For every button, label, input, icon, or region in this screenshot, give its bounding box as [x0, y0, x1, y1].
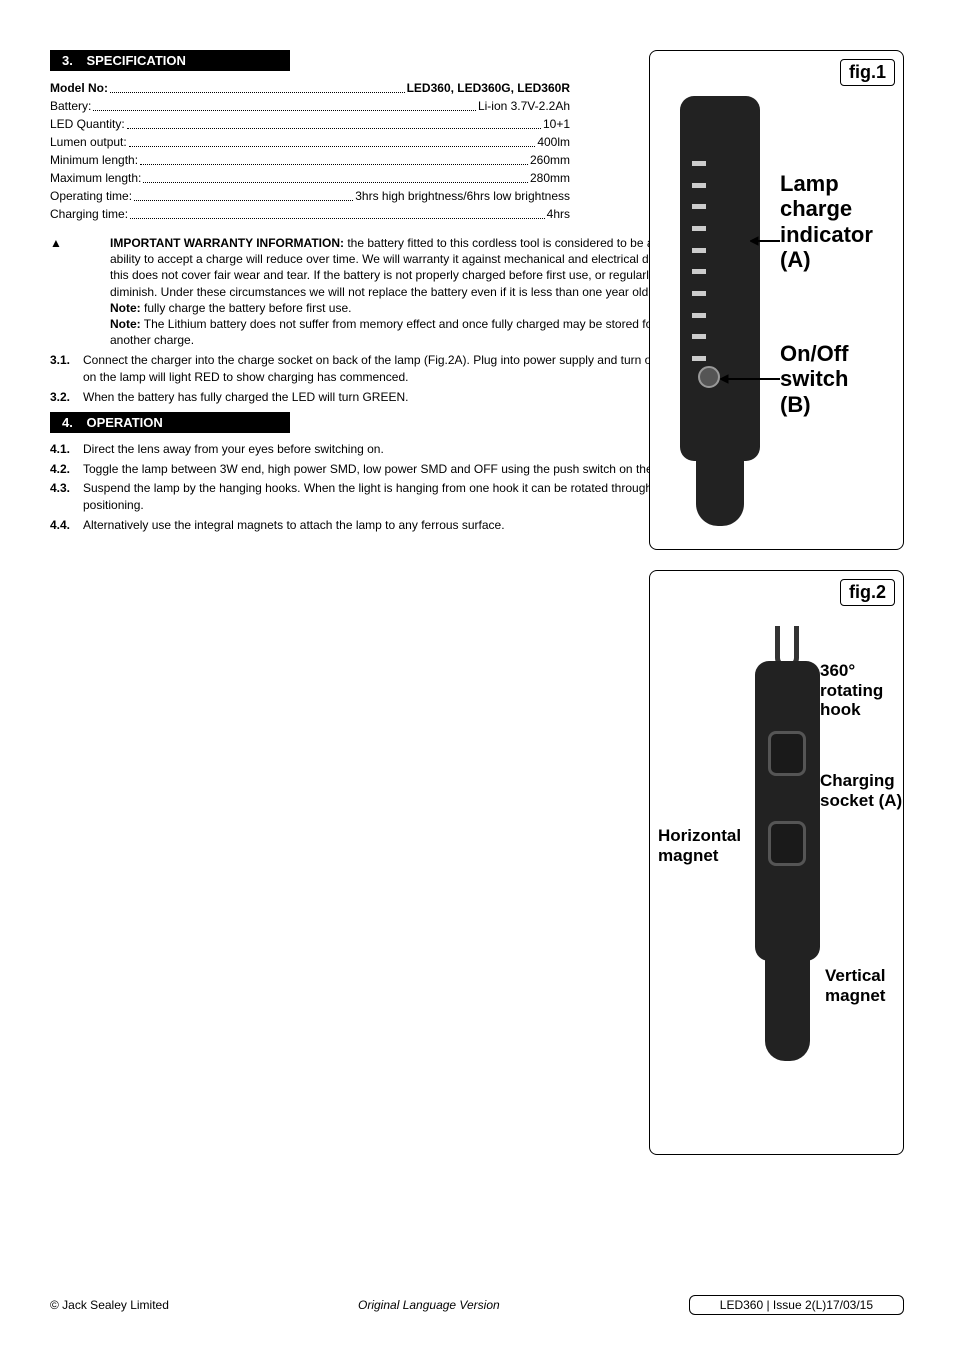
item-num: 4.2.: [50, 461, 83, 478]
spec-value: LED360, LED360G, LED360R: [407, 79, 570, 97]
spec-label: Minimum length:: [50, 151, 138, 169]
footer-version: Original Language Version: [358, 1298, 500, 1312]
fig2-annot-hook: 360°rotatinghook: [820, 661, 883, 720]
page-footer: © Jack Sealey Limited Original Language …: [50, 1295, 904, 1315]
spec-block: Model No:LED360, LED360G, LED360RBattery…: [50, 79, 570, 223]
spec-value: 10+1: [543, 115, 570, 133]
fig2-label: fig.2: [840, 579, 895, 606]
fig1-led-strip: [692, 161, 706, 361]
section-3-header: 3. SPECIFICATION: [50, 50, 290, 71]
section-4-num: 4.: [62, 415, 73, 430]
item-num: 4.3.: [50, 480, 83, 514]
fig2-charging-socket-icon: [768, 731, 806, 776]
spec-value: 280mm: [530, 169, 570, 187]
warranty-note1: fully charge the battery before first us…: [141, 301, 352, 315]
item-num: 4.4.: [50, 517, 83, 534]
spec-dots: [140, 151, 528, 165]
spec-row: Maximum length: 280mm: [50, 169, 570, 187]
fig2-annot-hmagnet: Horizontalmagnet: [658, 826, 741, 865]
spec-dots: [93, 97, 476, 111]
spec-label: Lumen output:: [50, 133, 127, 151]
spec-label: Model No:: [50, 79, 108, 97]
fig2-horizontal-magnet-icon: [768, 821, 806, 866]
spec-value: 4hrs: [547, 205, 570, 223]
spec-dots: [127, 115, 541, 129]
item-num: 3.1.: [50, 352, 83, 386]
spec-value: 400lm: [537, 133, 570, 151]
footer-issue: LED360 | Issue 2(L)17/03/15: [689, 1295, 904, 1315]
spec-row: Charging time: 4hrs: [50, 205, 570, 223]
item-num: 3.2.: [50, 389, 83, 406]
item-num: 4.1.: [50, 441, 83, 458]
spec-row: LED Quantity: 10+1: [50, 115, 570, 133]
figure-2: fig.2 360°rotatinghook Chargingsocket (A…: [649, 570, 904, 1155]
fig1-arrow-a-icon: [750, 231, 780, 251]
figure-1: fig.1 Lampchargeindicator(A) On/Offswitc…: [649, 50, 904, 550]
spec-label: Charging time:: [50, 205, 128, 223]
spec-row: Model No: LED360, LED360G, LED360R: [50, 79, 570, 97]
spec-value: 260mm: [530, 151, 570, 169]
fig2-vertical-magnet-icon: [765, 951, 810, 1061]
fig1-annot-switch: On/Offswitch(B): [780, 341, 848, 417]
spec-row: Lumen output: 400lm: [50, 133, 570, 151]
spec-label: Battery:: [50, 97, 91, 115]
warning-triangle-icon: ▲: [50, 235, 110, 348]
spec-dots: [129, 133, 536, 147]
spec-row: Operating time: 3hrs high brightness/6hrs…: [50, 187, 570, 205]
fig1-annot-indicator: Lampchargeindicator(A): [780, 171, 873, 272]
section-3-title: SPECIFICATION: [86, 53, 185, 68]
section-3-num: 3.: [62, 53, 73, 68]
spec-value: Li-ion 3.7V-2.2Ah: [478, 97, 570, 115]
spec-dots: [134, 187, 353, 201]
section-4-title: OPERATION: [86, 415, 162, 430]
spec-row: Battery: Li-ion 3.7V-2.2Ah: [50, 97, 570, 115]
spec-label: Operating time:: [50, 187, 132, 205]
fig1-label: fig.1: [840, 59, 895, 86]
warranty-note1-label: Note:: [110, 301, 141, 315]
spec-dots: [110, 79, 405, 93]
section-4-header: 4. OPERATION: [50, 412, 290, 433]
fig2-annot-socket: Chargingsocket (A): [820, 771, 902, 810]
spec-label: Maximum length:: [50, 169, 141, 187]
fig2-lamp-body: [755, 661, 820, 961]
footer-copyright: © Jack Sealey Limited: [50, 1298, 169, 1312]
fig1-onoff-switch-icon: [698, 366, 720, 388]
spec-dots: [130, 205, 545, 219]
warranty-note2-label: Note:: [110, 317, 141, 331]
spec-value: 3hrs high brightness/6hrs low brightness: [355, 187, 570, 205]
spec-dots: [143, 169, 528, 183]
warranty-title: IMPORTANT WARRANTY INFORMATION:: [110, 236, 344, 250]
spec-row: Minimum length: 260mm: [50, 151, 570, 169]
spec-label: LED Quantity:: [50, 115, 125, 133]
fig2-annot-vmagnet: Verticalmagnet: [825, 966, 886, 1005]
fig1-arrow-b-icon: [720, 369, 780, 389]
